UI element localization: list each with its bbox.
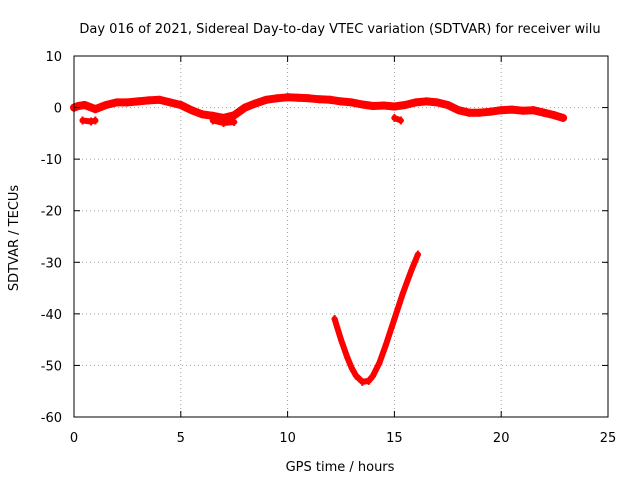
data-point (156, 95, 163, 104)
x-tick-label: 25 (600, 431, 617, 446)
data-point (177, 100, 184, 109)
x-tick-label: 10 (279, 431, 296, 446)
data-point (348, 98, 355, 107)
data-point (338, 335, 344, 344)
data-point (284, 93, 291, 102)
data-point (295, 93, 302, 102)
y-tick-label: -10 (41, 153, 62, 168)
data-point (92, 105, 99, 114)
data-point (92, 116, 99, 125)
y-axis-ticks: 10 0 -10 -20 -30 -40 -50 -60 (41, 50, 608, 426)
y-tick-label: -20 (41, 205, 62, 220)
data-point (79, 116, 86, 125)
data-point (487, 107, 494, 116)
data-point (402, 100, 409, 109)
data-point (220, 119, 227, 128)
data-point (209, 116, 216, 125)
x-tick-label: 15 (386, 431, 403, 446)
data-point (316, 95, 323, 104)
data-point (199, 110, 206, 119)
data-point (498, 106, 505, 115)
x-tick-label: 5 (177, 431, 185, 446)
data-point (508, 105, 515, 114)
data-point (391, 315, 398, 324)
data-point (397, 116, 404, 125)
data-point (231, 118, 238, 127)
data-point (551, 111, 558, 120)
data-point (530, 106, 537, 115)
data-point (75, 102, 82, 111)
data-series (70, 93, 568, 386)
data-point (434, 98, 441, 107)
data-point (352, 371, 359, 380)
data-point (560, 113, 567, 122)
x-axis-label: GPS time / hours (286, 460, 395, 475)
data-point (444, 100, 451, 109)
data-point (476, 108, 483, 117)
data-point (412, 98, 419, 107)
data-point (370, 102, 377, 111)
x-tick-label: 20 (493, 431, 510, 446)
data-point (231, 111, 238, 120)
data-point (273, 94, 280, 103)
x-tick-label: 0 (70, 431, 78, 446)
chart-title: Day 016 of 2021, Sidereal Day-to-day VTE… (79, 22, 600, 37)
x-axis-ticks: 0 5 10 15 20 25 (70, 56, 616, 446)
data-point (391, 102, 398, 111)
data-point (135, 97, 142, 106)
y-tick-label: -60 (41, 411, 62, 426)
data-point (365, 376, 372, 385)
data-point (399, 289, 406, 298)
data-point (380, 101, 387, 110)
data-point (540, 108, 547, 117)
data-point (382, 340, 389, 349)
data-point (263, 95, 270, 104)
plot-frame (73, 55, 609, 418)
data-point (327, 95, 334, 104)
data-point (81, 100, 88, 109)
data-point (348, 364, 355, 373)
data-point (241, 103, 248, 112)
data-point (167, 98, 174, 107)
y-tick-label: -30 (41, 256, 62, 271)
y-tick-label: 10 (45, 50, 62, 65)
y-tick-label: -40 (41, 308, 62, 323)
data-point (370, 371, 377, 380)
data-point (344, 353, 351, 362)
data-point (305, 94, 312, 103)
data-point (414, 250, 421, 259)
data-point (408, 266, 415, 275)
data-point (331, 315, 338, 324)
data-point (103, 100, 110, 109)
data-point (145, 96, 152, 105)
y-axis-label: SDTVAR / TECUs (7, 185, 22, 292)
data-point (252, 99, 259, 108)
data-point (88, 117, 95, 126)
data-point (455, 106, 462, 115)
data-point (423, 97, 430, 106)
data-point (391, 113, 398, 122)
data-point (359, 377, 366, 386)
data-point (359, 100, 366, 109)
data-point (338, 97, 344, 106)
y-tick-label: -50 (41, 359, 62, 374)
data-point (124, 98, 131, 107)
data-point (466, 108, 473, 117)
data-point (376, 358, 383, 367)
data-point (188, 106, 195, 115)
data-point (519, 106, 526, 115)
data-point (113, 98, 120, 107)
y-tick-label: 0 (54, 102, 62, 117)
